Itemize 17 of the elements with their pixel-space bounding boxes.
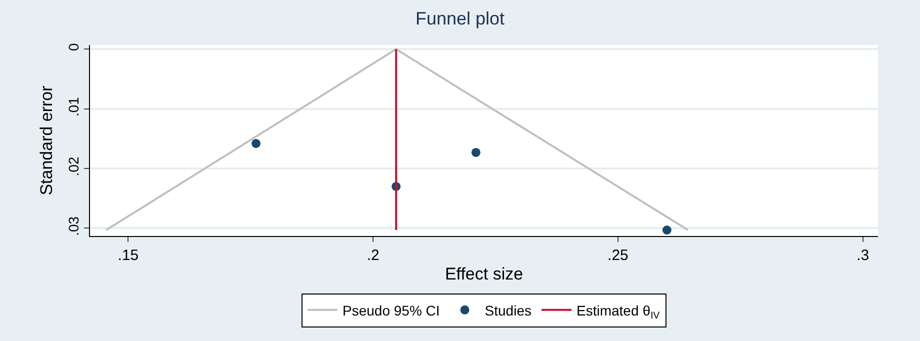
chart-title: Funnel plot	[415, 8, 505, 29]
point	[471, 148, 480, 157]
x-axis-title: Effect size	[444, 264, 524, 284]
x-tick-label: .15	[118, 247, 139, 264]
x-tick-label: .3	[856, 247, 870, 264]
legend-label: Estimated θ$_{IV}$	[576, 302, 660, 322]
y-tick-label: .03	[65, 216, 82, 236]
x-tick-label: .2	[366, 247, 380, 264]
point	[662, 226, 672, 235]
legend-label: Pseudo 95% CI	[342, 302, 440, 318]
point	[252, 138, 261, 148]
y-axis-title: Standard error	[36, 85, 56, 196]
legend-label: Studies	[484, 302, 532, 318]
y-tick-label: 0	[65, 42, 82, 51]
x-tick-label: .25	[608, 247, 628, 264]
y-tick-label: .01	[65, 96, 82, 117]
y-tick-label: .02	[65, 156, 82, 176]
